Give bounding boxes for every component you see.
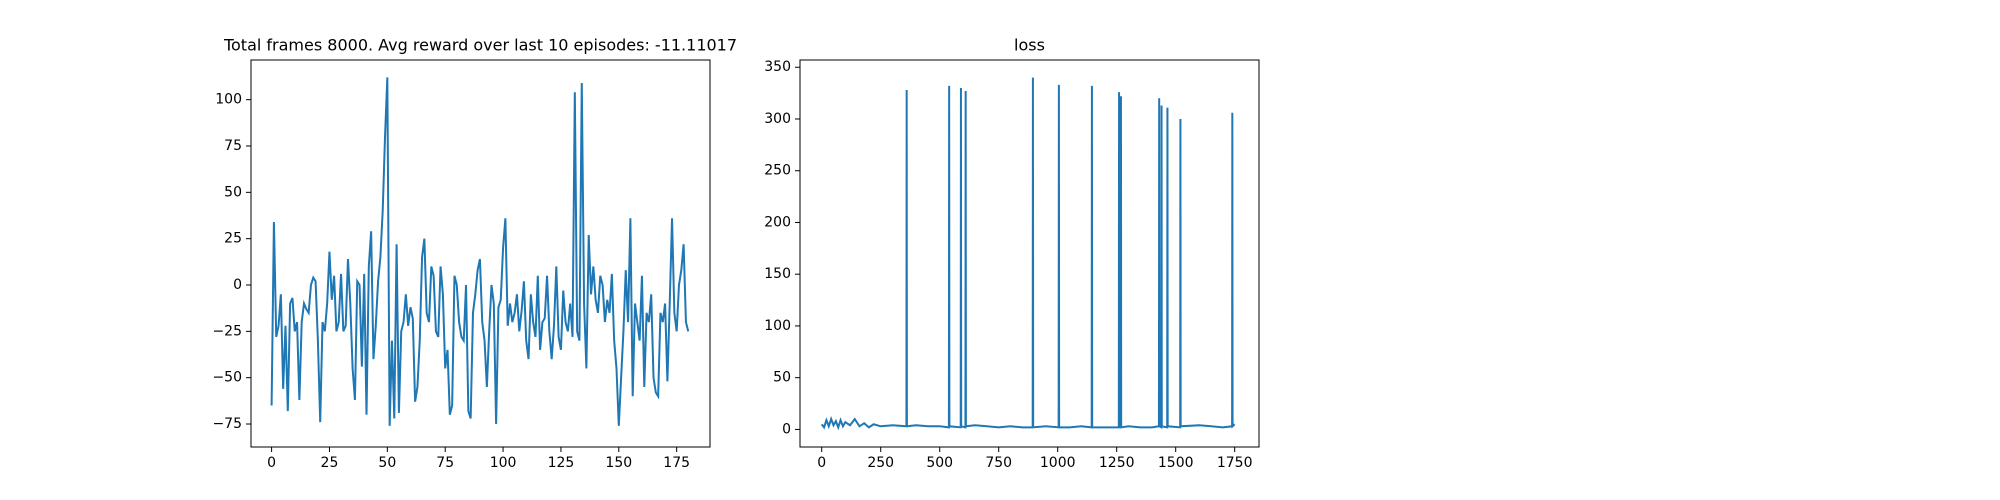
x-tick-label: 1500	[1158, 455, 1194, 471]
x-tick-label: 0	[267, 455, 276, 471]
y-tick-label: 75	[224, 138, 242, 154]
chart-title: loss	[1014, 36, 1045, 55]
x-tick-label: 1750	[1217, 455, 1253, 471]
data-line	[820, 77, 1236, 431]
y-tick-label: 50	[224, 184, 242, 200]
x-tick-label: 250	[867, 455, 894, 471]
x-tick-label: 1250	[1099, 455, 1135, 471]
y-tick-label: 0	[782, 421, 791, 437]
y-tick-label: 250	[764, 163, 791, 179]
x-tick-label: 100	[490, 455, 517, 471]
y-tick-label: 100	[764, 318, 791, 334]
y-tick-label: 350	[764, 59, 791, 75]
y-tick-label: −75	[212, 416, 242, 432]
y-tick-label: 25	[224, 231, 242, 247]
x-tick-label: 1000	[1040, 455, 1076, 471]
x-tick-label: 500	[926, 455, 953, 471]
x-tick-label: 25	[321, 455, 339, 471]
x-tick-label: 0	[817, 455, 826, 471]
y-tick-label: 50	[773, 370, 791, 386]
y-tick-label: 300	[764, 111, 791, 127]
chart-title: Total frames 8000. Avg reward over last …	[223, 36, 737, 55]
y-tick-label: −25	[212, 323, 242, 339]
y-tick-label: 0	[233, 277, 242, 293]
y-tick-label: 150	[764, 266, 791, 282]
y-tick-label: −50	[212, 370, 242, 386]
x-tick-label: 50	[378, 455, 396, 471]
y-tick-label: 200	[764, 214, 791, 230]
x-tick-label: 150	[605, 455, 632, 471]
y-tick-label: 100	[215, 92, 242, 108]
data-line	[270, 77, 690, 426]
x-tick-label: 75	[436, 455, 454, 471]
axes-frame	[250, 59, 711, 448]
x-tick-label: 125	[548, 455, 575, 471]
x-tick-label: 175	[663, 455, 690, 471]
x-tick-label: 750	[985, 455, 1012, 471]
axes-frame	[799, 59, 1260, 448]
